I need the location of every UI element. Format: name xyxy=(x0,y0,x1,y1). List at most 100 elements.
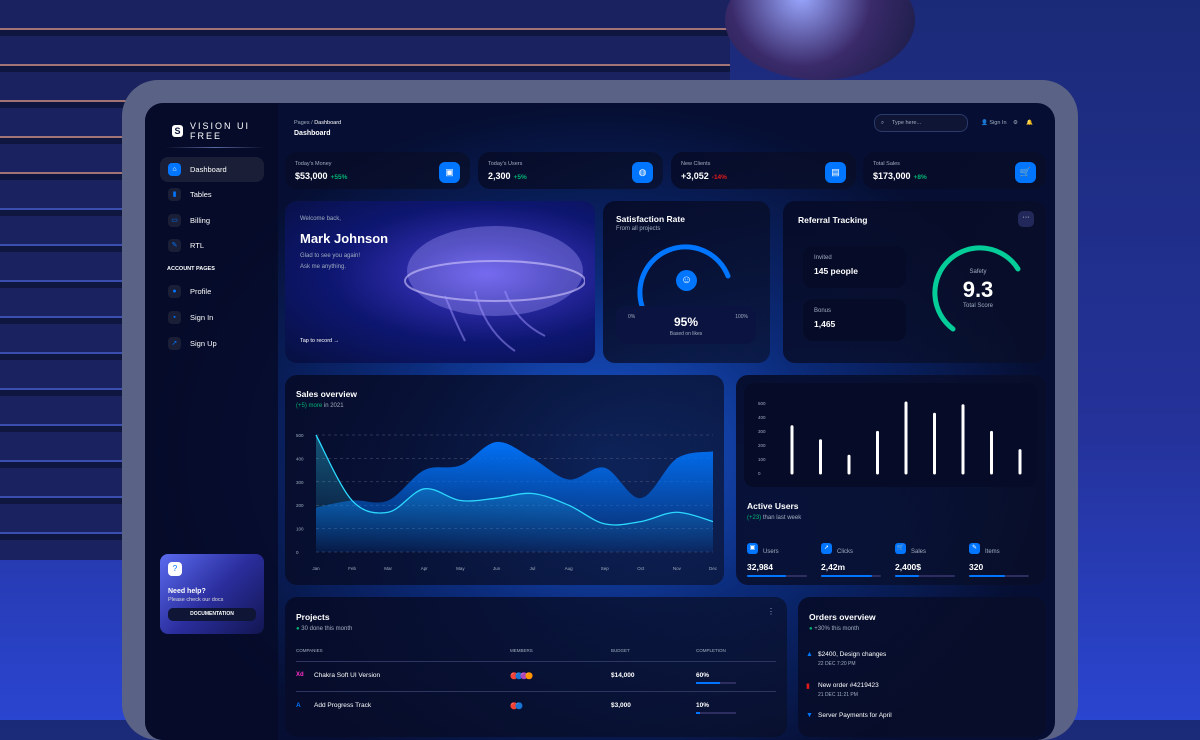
sidebar-item-dashboard[interactable]: ⌂Dashboard xyxy=(160,157,264,182)
metric-progress xyxy=(895,575,955,577)
help-subtitle: Please check our docs xyxy=(168,597,256,603)
cta-label: Tap to record xyxy=(300,338,332,344)
x-tick-label: Sep xyxy=(601,566,610,571)
invited-label: Invited xyxy=(814,255,832,261)
y-tick-label: 300 xyxy=(758,429,766,434)
search-input[interactable]: ⌕Type here... xyxy=(874,114,968,132)
completion: 60% xyxy=(696,672,709,679)
projects-summary: ● 30 done this month xyxy=(296,626,352,632)
satisfaction-value: 95% xyxy=(616,315,756,329)
card-icon: ▭ xyxy=(168,214,181,227)
y-tick-label: 100 xyxy=(296,527,304,532)
x-tick-label: Nov xyxy=(673,566,682,571)
sidebar-item-billing[interactable]: ▭Billing xyxy=(160,208,264,233)
order-title: Server Payments for April xyxy=(818,712,892,719)
bell-icon[interactable]: 🔔 xyxy=(1026,120,1033,126)
satisfaction-note: Based on likes xyxy=(616,331,756,337)
member-avatars: 🔴🔵🟣🟠 xyxy=(510,672,530,680)
brand-logo[interactable]: S VISION UI FREE xyxy=(172,121,278,141)
value: $173,000 xyxy=(873,171,911,181)
jellyfish-image xyxy=(385,211,585,361)
company: Add Progress Track xyxy=(314,702,371,709)
gear-icon[interactable]: ⚙ xyxy=(1013,120,1018,126)
breadcrumb-parent[interactable]: Pages xyxy=(294,120,310,126)
metric-label: Users xyxy=(763,549,779,555)
y-tick-label: 100 xyxy=(758,457,766,462)
column-header: COMPLETION xyxy=(696,648,726,653)
globe-icon: ◍ xyxy=(632,162,653,183)
nav-label: Sign In xyxy=(190,313,213,322)
sidebar-item-sign-up[interactable]: ➚Sign Up xyxy=(160,331,264,356)
order-title: $2400, Design changes xyxy=(818,651,886,658)
background-orb xyxy=(725,0,915,80)
user-icon: ● xyxy=(168,285,181,298)
satisfaction-card: Satisfaction Rate From all projects ☺ 0%… xyxy=(603,201,770,363)
sidebar: S VISION UI FREE ⌂Dashboard ▮Tables ▭Bill… xyxy=(145,103,278,740)
budget: $14,000 xyxy=(611,672,635,679)
suffix: than last week xyxy=(761,515,801,521)
wallet-icon: ▣ xyxy=(747,543,758,554)
sidebar-item-profile[interactable]: ●Profile xyxy=(160,279,264,304)
card-title: Orders overview xyxy=(809,612,876,622)
order-date: 22 DEC 7:20 PM xyxy=(818,661,886,667)
sign-in-link[interactable]: 👤 Sign In xyxy=(981,120,1007,126)
satisfaction-readout: 0% 100% 95% Based on likes xyxy=(616,306,756,344)
stat-change: +8% xyxy=(914,174,927,181)
nav-label: Sign Up xyxy=(190,339,217,348)
metric-value: 32,984 xyxy=(747,562,817,572)
orders-overview-card: Orders overview ● +30% this month ▲$2400… xyxy=(798,597,1046,737)
stat-value: $53,000+55% xyxy=(295,171,347,181)
x-tick-label: Dec xyxy=(709,566,718,571)
question-icon: ? xyxy=(168,562,182,576)
metric-label: Clicks xyxy=(837,549,853,555)
more-vertical-icon[interactable]: ⋮ xyxy=(767,607,775,616)
y-tick-label: 300 xyxy=(296,480,304,485)
help-card: ? Need help? Please check our docs DOCUM… xyxy=(160,554,264,634)
metric-value: 320 xyxy=(969,562,1039,572)
stat-value: $173,000+8% xyxy=(873,171,927,181)
invited-value: 145 people xyxy=(814,266,858,276)
order-date: 21 DEC 11:21 PM xyxy=(818,692,879,698)
metric-progress xyxy=(969,575,1029,577)
summary: +30% this month xyxy=(814,626,859,632)
order-title: New order #4219423 xyxy=(818,682,879,689)
value: 2,300 xyxy=(488,171,511,181)
nav-label: Tables xyxy=(190,190,212,199)
y-tick-label: 400 xyxy=(758,415,766,420)
metric-users: ▣ Users 32,984 xyxy=(747,540,817,577)
home-icon: ⌂ xyxy=(168,163,181,176)
stat-value: 2,300+5% xyxy=(488,171,527,181)
brand-name: VISION UI FREE xyxy=(190,121,278,141)
sidebar-item-tables[interactable]: ▮Tables xyxy=(160,182,264,207)
card-subtitle: From all projects xyxy=(616,226,660,232)
column-header: COMPANIES xyxy=(296,648,323,653)
more-button[interactable]: ··· xyxy=(1018,211,1034,227)
welcome-greeting: Welcome back, xyxy=(300,216,341,222)
y-tick-label: 500 xyxy=(296,433,304,438)
bonus-label: Bonus xyxy=(814,308,831,314)
bonus-value: 1,465 xyxy=(814,319,835,329)
sidebar-item-rtl[interactable]: ✎RTL xyxy=(160,233,264,258)
tap-to-record-link[interactable]: Tap to record → xyxy=(300,338,339,344)
completion-bar xyxy=(696,712,736,714)
invited-box: Invited 145 people xyxy=(803,246,906,288)
order-item[interactable]: ▼Server Payments for April xyxy=(818,712,892,719)
logo-icon: S xyxy=(172,125,183,137)
user-name: Mark Johnson xyxy=(300,231,388,246)
card-title: Active Users xyxy=(747,501,799,511)
x-tick-label: Feb xyxy=(348,566,356,571)
xd-logo-icon: Xd xyxy=(296,672,304,678)
documentation-button[interactable]: DOCUMENTATION xyxy=(168,608,256,621)
stat-label: Today's Money xyxy=(295,161,332,167)
sidebar-item-sign-in[interactable]: ▪Sign In xyxy=(160,305,264,330)
stat-value: +3,052-14% xyxy=(681,171,727,181)
document-icon: ▮ xyxy=(806,682,810,690)
